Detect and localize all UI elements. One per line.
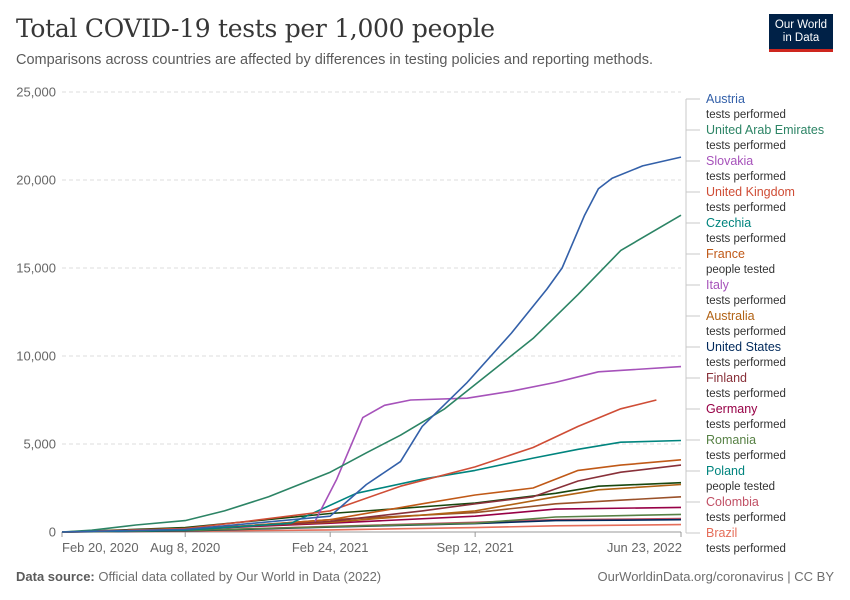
legend-entry-note: people tested [706,264,775,276]
legend: Austria tests performed United Arab Emirat… [706,92,824,555]
data-source-text: Official data collated by Our World in D… [94,569,382,584]
series-line [61,439,682,533]
legend-entry-note: tests performed [706,233,786,245]
x-tick-label: Aug 8, 2020 [150,540,220,555]
legend-entry-name: Czechia [706,216,751,230]
gridlines [62,91,681,533]
legend-entry-name: United Kingdom [706,185,795,199]
y-tick-label: 0 [49,525,56,540]
legend-entry-note: tests performed [706,543,786,555]
legend-entry-note: people tested [706,481,775,493]
legend-entry-note: tests performed [706,388,786,400]
y-axis-ticks: 0 5,000 10,000 15,000 20,000 25,000 [16,85,56,540]
legend-entry-name: United States [706,340,781,354]
legend-entry-name: Austria [706,92,745,106]
legend-entry-name: France [706,247,745,261]
series-line [61,214,682,533]
legend-entry-name: Italy [706,278,730,292]
y-tick-label: 20,000 [16,173,56,188]
legend-entry-note: tests performed [706,109,786,121]
series-line [61,399,657,533]
legend-entry-note: tests performed [706,512,786,524]
y-tick-label: 25,000 [16,85,56,100]
x-tick-label: Sep 12, 2021 [436,540,513,555]
legend-entry-note: tests performed [706,140,786,152]
x-axis-ticks: Feb 20, 2020 Aug 8, 2020 Feb 24, 2021 Sep 1… [61,532,682,555]
logo-line-2: in Data [782,32,820,44]
legend-entry-note: tests performed [706,419,786,431]
data-source: Data source: Official data collated by O… [16,569,381,584]
legend-entry-name: Colombia [706,495,759,509]
y-tick-label: 15,000 [16,261,56,276]
legend-entry-note: tests performed [706,450,786,462]
legend-entry-name: Finland [706,371,747,385]
series-lines [61,156,682,533]
data-source-label: Data source: [16,569,95,584]
legend-entry-note: tests performed [706,171,786,183]
legend-entry-note: tests performed [706,202,786,214]
chart-title: Total COVID-19 tests per 1,000 people [16,14,495,43]
series-line [314,365,682,522]
legend-entry-note: tests performed [706,357,786,369]
legend-entry-name: Slovakia [706,154,753,168]
logo-line-1: Our World [774,19,828,31]
series-line [61,156,682,533]
legend-entry-name: Germany [706,402,758,416]
legend-entry-name: United Arab Emirates [706,123,824,137]
legend-connectors [685,98,700,534]
y-tick-label: 5,000 [23,437,56,452]
y-tick-label: 10,000 [16,349,56,364]
legend-entry-name: Brazil [706,526,737,540]
owid-logo[interactable]: Our World in Data [769,14,833,52]
x-tick-label: Jun 23, 2022 [607,540,682,555]
legend-entry-note: tests performed [706,295,786,307]
legend-entry-name: Poland [706,464,745,478]
x-tick-label: Feb 24, 2021 [292,540,369,555]
legend-entry-name: Romania [706,433,756,447]
x-tick-label: Feb 20, 2020 [62,540,139,555]
legend-entry-note: tests performed [706,326,786,338]
legend-entry-name: Australia [706,309,755,323]
chart-subtitle: Comparisons across countries are affecte… [16,52,654,68]
footer-link[interactable]: OurWorldinData.org/coronavirus | CC BY [597,569,834,584]
